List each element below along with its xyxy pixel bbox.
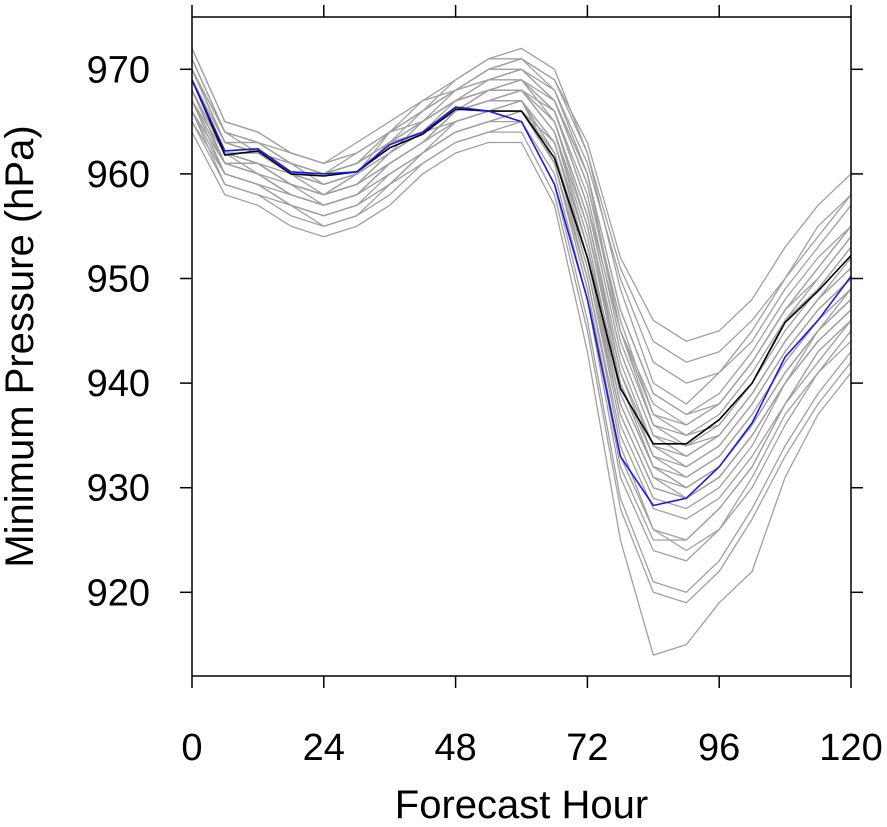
- ensemble-member-line: [191, 89, 852, 426]
- x-tick-label: 24: [303, 727, 345, 769]
- ensemble-member-line: [191, 89, 852, 499]
- ensemble-member-line: [191, 79, 852, 457]
- ensemble-member-line: [191, 79, 852, 468]
- x-tick-label: 120: [819, 727, 882, 769]
- y-axis-title: Minimum Pressure (hPa): [0, 125, 42, 567]
- x-tick-label: 48: [434, 727, 476, 769]
- y-tick-label: 960: [87, 154, 150, 196]
- x-tick-label: 96: [698, 727, 740, 769]
- ensemble-member-line: [191, 120, 852, 593]
- ensemble-member-line: [191, 58, 852, 426]
- ensemble-member-line: [191, 89, 852, 489]
- x-tick-label: 0: [181, 727, 202, 769]
- series-layer: [191, 47, 852, 656]
- ensemble-member-line: [191, 110, 852, 499]
- ensemble-member-line: [191, 89, 852, 478]
- y-tick-label: 920: [87, 572, 150, 614]
- ensemble-member-line: [191, 89, 852, 489]
- highlight_blue-line: [191, 79, 852, 507]
- ensemble-member-line: [191, 68, 852, 416]
- y-tick-label: 970: [87, 49, 150, 91]
- x-tick-label: 72: [566, 727, 608, 769]
- tick-layer: 0 24 48 72 96 120 920 930 940 950 960 970: [87, 5, 883, 769]
- ensemble-member-line: [191, 79, 852, 457]
- ensemble-member-line: [191, 68, 852, 437]
- y-tick-label: 940: [87, 363, 150, 405]
- ensemble-member-line: [191, 69, 852, 447]
- ensemble-member-line: [191, 131, 852, 656]
- x-axis-title: Forecast Hour: [395, 783, 648, 827]
- ensemble-member-line: [191, 48, 852, 363]
- y-tick-label: 930: [87, 468, 150, 510]
- ensemble-member-line: [191, 100, 852, 510]
- ensemble-member-line: [191, 79, 852, 468]
- highlight_black-line: [191, 79, 852, 445]
- ensemble-member-line: [191, 89, 852, 499]
- ensemble-member-line: [191, 47, 852, 405]
- ensemble-member-line: [191, 110, 852, 562]
- ensemble-member-line: [191, 89, 852, 478]
- plot-frame: [191, 16, 852, 677]
- ensemble-member-line: [191, 58, 852, 447]
- y-tick-label: 950: [87, 259, 150, 301]
- ensemble-member-line: [191, 121, 852, 604]
